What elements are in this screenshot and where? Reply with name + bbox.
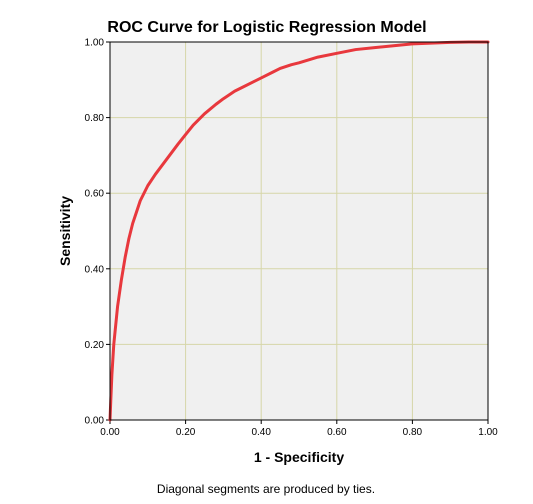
plot-area bbox=[109, 41, 489, 421]
x-axis-label: 1 - Specificity bbox=[254, 449, 344, 465]
y-axis-label: Sensitivity bbox=[57, 196, 73, 266]
y-tick-label: 0.20 bbox=[85, 340, 105, 351]
chart-title: ROC Curve for Logistic Regression Model bbox=[107, 19, 426, 36]
chart-footnote: Diagonal segments are produced by ties. bbox=[157, 482, 375, 496]
y-tick-label: 0.80 bbox=[85, 113, 105, 124]
y-tick-label: 0.60 bbox=[85, 189, 105, 200]
y-tick-labels: 0.00 0.20 0.40 0.60 0.80 1.00 bbox=[85, 38, 105, 427]
x-tick-label: 0.80 bbox=[403, 427, 423, 438]
plot-border bbox=[109, 41, 489, 421]
y-tick-label: 1.00 bbox=[85, 38, 105, 49]
axis-ticks bbox=[106, 41, 489, 424]
x-tick-label: 0.60 bbox=[327, 427, 347, 438]
x-tick-label: 0.20 bbox=[176, 427, 196, 438]
roc-curve-line bbox=[108, 40, 490, 422]
x-tick-label: 0.40 bbox=[251, 427, 271, 438]
gridlines bbox=[110, 42, 488, 420]
x-tick-label: 0.00 bbox=[100, 427, 120, 438]
x-tick-label: 1.00 bbox=[478, 427, 498, 438]
y-tick-label: 0.40 bbox=[85, 264, 105, 275]
y-tick-label: 0.00 bbox=[85, 416, 105, 427]
x-tick-labels: 0.00 0.20 0.40 0.60 0.80 1.00 bbox=[100, 427, 498, 438]
